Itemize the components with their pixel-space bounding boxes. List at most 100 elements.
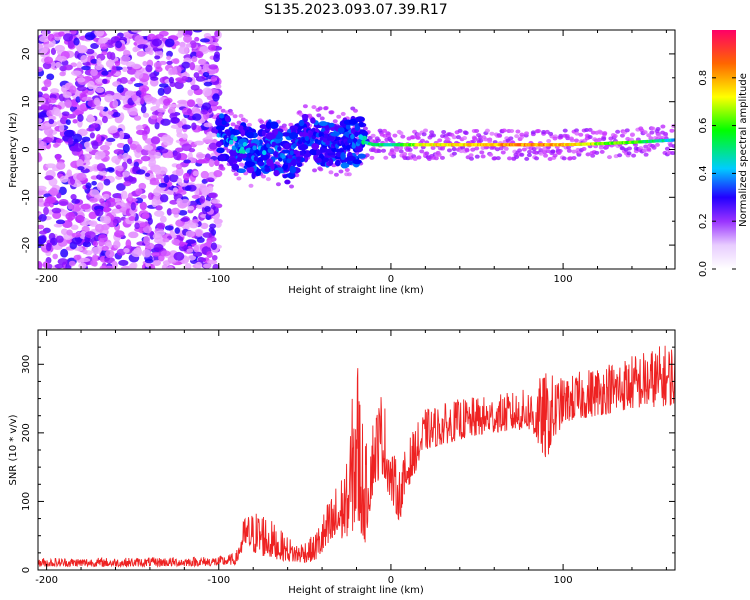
halo-cell: [498, 146, 504, 151]
halo-cell: [568, 136, 574, 141]
halo-cell: [508, 136, 514, 141]
noise-cell: [75, 214, 85, 223]
halo-cell: [436, 152, 442, 157]
halo-cell: [289, 184, 295, 189]
noise-cell: [44, 175, 54, 181]
ridge-cell: [298, 119, 305, 127]
noise-cell: [196, 153, 207, 158]
halo-cell: [519, 152, 525, 157]
noise-cell: [59, 71, 66, 77]
halo-cell: [460, 145, 466, 150]
halo-cell: [402, 151, 408, 156]
spectrogram-x-tick-label: 0: [388, 274, 394, 285]
noise-cell: [128, 177, 137, 184]
halo-cell: [646, 133, 652, 138]
noise-cell: [172, 187, 179, 193]
noise-cell: [191, 122, 197, 131]
noise-cell: [119, 76, 128, 84]
noise-cell: [181, 61, 191, 69]
halo-cell: [650, 126, 656, 131]
halo-cell: [248, 183, 254, 188]
noise-cell: [206, 131, 213, 139]
spectrogram-y-tick-label: 20: [21, 48, 32, 61]
halo-cell: [619, 146, 625, 151]
noise-cell: [43, 44, 49, 53]
halo-cell: [590, 130, 596, 135]
halo-cell: [612, 134, 618, 139]
noise-cell: [126, 158, 133, 165]
halo-cell: [543, 153, 549, 158]
halo-cell: [410, 135, 416, 140]
halo-cell: [534, 156, 540, 161]
noise-cell: [163, 98, 171, 106]
noise-cell: [147, 149, 157, 156]
halo-cell: [497, 133, 503, 138]
snr-y-tick-label: 0: [21, 567, 32, 573]
noise-cell: [50, 47, 57, 56]
noise-cell: [96, 133, 102, 143]
noise-cell: [118, 130, 125, 140]
noise-cell: [131, 249, 142, 258]
noise-cell: [99, 198, 105, 204]
halo-cell: [370, 133, 376, 138]
noise-cell: [85, 48, 95, 55]
noise-cell: [208, 192, 218, 199]
ridge-cell: [240, 129, 246, 137]
halo-cell: [429, 130, 435, 135]
noise-cell: [203, 81, 213, 87]
ridge-cell: [346, 155, 357, 162]
noise-cell: [63, 64, 73, 71]
noise-cell: [62, 91, 72, 99]
noise-cell: [214, 203, 223, 209]
halo-cell: [597, 137, 603, 142]
halo-cell: [574, 128, 580, 133]
noise-cell: [187, 205, 195, 211]
ridge-cell: [314, 157, 322, 164]
colorbar-tick-label: 0.0: [698, 261, 709, 277]
halo-cell: [629, 137, 635, 142]
noise-cell: [81, 65, 91, 71]
halo-cell: [391, 154, 397, 159]
noise-cell: [208, 159, 215, 168]
spectrogram-x-tick-label: 100: [554, 274, 573, 285]
ridge-cell: [316, 149, 321, 156]
noise-cell: [151, 198, 158, 208]
halo-cell: [643, 152, 649, 157]
halo-cell: [265, 177, 271, 182]
noise-cell: [140, 155, 151, 162]
ridge-cell: [218, 113, 225, 119]
ridge-cell: [328, 157, 334, 166]
noise-cell: [166, 55, 172, 60]
noise-cell: [203, 122, 213, 128]
noise-cell: [45, 242, 52, 252]
noise-cell: [135, 144, 142, 153]
noise-cell: [41, 86, 48, 92]
halo-cell: [457, 128, 463, 133]
noise-cell: [96, 182, 104, 191]
halo-cell: [521, 147, 527, 152]
ridge-cell: [282, 174, 288, 179]
noise-cell: [49, 187, 59, 197]
noise-cell: [93, 37, 100, 42]
noise-cell: [129, 111, 139, 116]
ridge-cell: [354, 145, 364, 153]
noise-cell: [167, 265, 174, 269]
noise-cell: [118, 259, 129, 266]
noise-cell: [62, 33, 74, 42]
noise-cell: [191, 55, 198, 63]
halo-cell: [317, 106, 323, 111]
noise-cell: [91, 254, 98, 263]
snr-x-tick-label: -200: [35, 575, 58, 586]
noise-cell: [199, 38, 210, 43]
ridge-cell: [237, 168, 246, 173]
noise-cell: [52, 211, 62, 220]
noise-cell: [58, 186, 67, 196]
noise-cell: [167, 103, 177, 108]
noise-cell: [84, 231, 96, 239]
halo-cell: [336, 114, 342, 119]
noise-cell: [163, 175, 170, 184]
noise-cell: [38, 140, 45, 148]
snr-x-tick-label: 0: [388, 575, 394, 586]
noise-cell: [55, 219, 66, 225]
noise-cell: [73, 254, 82, 261]
